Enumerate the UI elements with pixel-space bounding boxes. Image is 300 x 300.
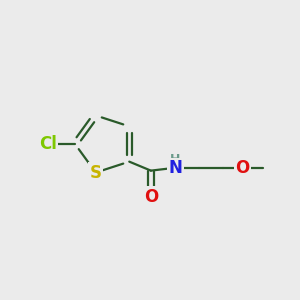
- Text: S: S: [90, 164, 102, 181]
- Text: H: H: [170, 153, 181, 166]
- Text: O: O: [235, 159, 250, 177]
- Text: N: N: [169, 159, 182, 177]
- Text: Cl: Cl: [39, 135, 57, 153]
- Text: O: O: [144, 188, 158, 206]
